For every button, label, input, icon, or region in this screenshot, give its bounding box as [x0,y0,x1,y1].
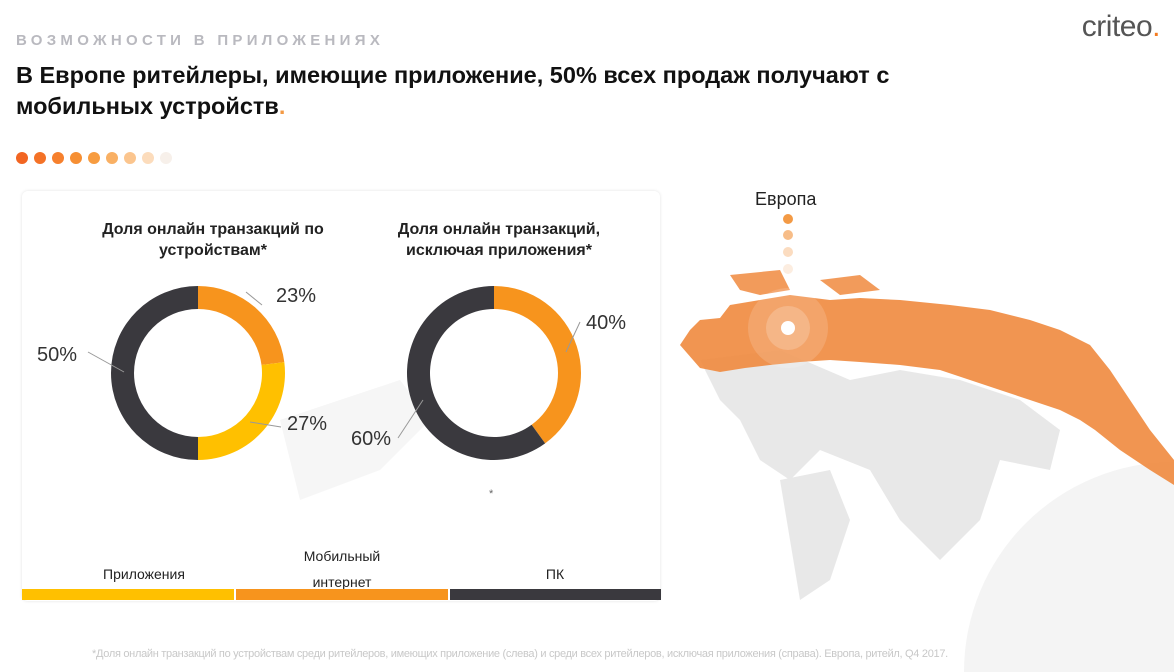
donut-charts [87,286,582,461]
map-landmass-gray [280,350,1060,600]
page-title: В Европе ритейлеры, имеющие приложение, … [16,60,1016,122]
progress-dot [124,152,136,164]
footnote: *Доля онлайн транзакций по устройствам с… [92,648,948,660]
label-left-mobile: 23% [276,285,317,307]
criteo-logo: criteo. [1081,10,1161,44]
title-text: В Европе ритейлеры, имеющие приложение, … [16,62,890,119]
marker-dot [783,264,793,274]
map-globe-edge [964,462,1174,672]
legend-mobile-line1: Мобильный [303,548,381,564]
progress-dot [142,152,154,164]
label-left-pc: 50% [37,344,78,366]
asterisk: * [489,488,494,500]
label-right-mobile: 40% [586,312,627,334]
legend-apps-bar [22,589,234,600]
label-left-apps: 27% [287,413,328,435]
donut-slice [494,286,582,444]
label-right-pc: 60% [351,428,392,450]
legend-mobile-line2: интернет [312,574,372,590]
donut-slice [198,286,285,365]
leader-line [87,351,125,373]
progress-dot [70,152,82,164]
progress-dots [16,152,172,164]
section-kicker: ВОЗМОЖНОСТИ В ПРИЛОЖЕНИЯХ [16,32,385,49]
donut-slice [407,286,546,461]
donut-slice [198,362,285,460]
leader-line [249,421,282,428]
progress-dot [160,152,172,164]
marker-dot [783,247,793,257]
marker-dot [783,230,793,240]
legend-pc-bar [450,589,661,600]
progress-dot [88,152,100,164]
progress-dot [34,152,46,164]
marker-dot [783,214,793,224]
map-region-label: Европа [755,189,817,209]
leader-line [245,291,263,306]
chart-title-right: Доля онлайн транзакций, исключая приложе… [397,221,601,259]
map-europe-russia-orange [680,295,1174,485]
legend-pc-label: ПК [545,566,565,582]
title-accent: . [278,93,286,119]
legend-mobile-bar [236,589,448,600]
progress-dot [16,152,28,164]
progress-dot [52,152,64,164]
leader-line [397,399,424,439]
progress-dot [106,152,118,164]
legend-apps-label: Приложения [103,566,185,582]
europe-marker[interactable] [781,321,795,335]
leader-line [565,321,581,353]
legend-mobile-label: Мобильный интернет [236,543,448,595]
chart-title-left: Доля онлайн транзакций по устройствам* [102,221,324,259]
donut-slice [111,286,198,460]
logo-mark: . [1152,10,1160,43]
logo-text: criteo [1081,10,1153,43]
map-scandinavia [730,270,880,295]
